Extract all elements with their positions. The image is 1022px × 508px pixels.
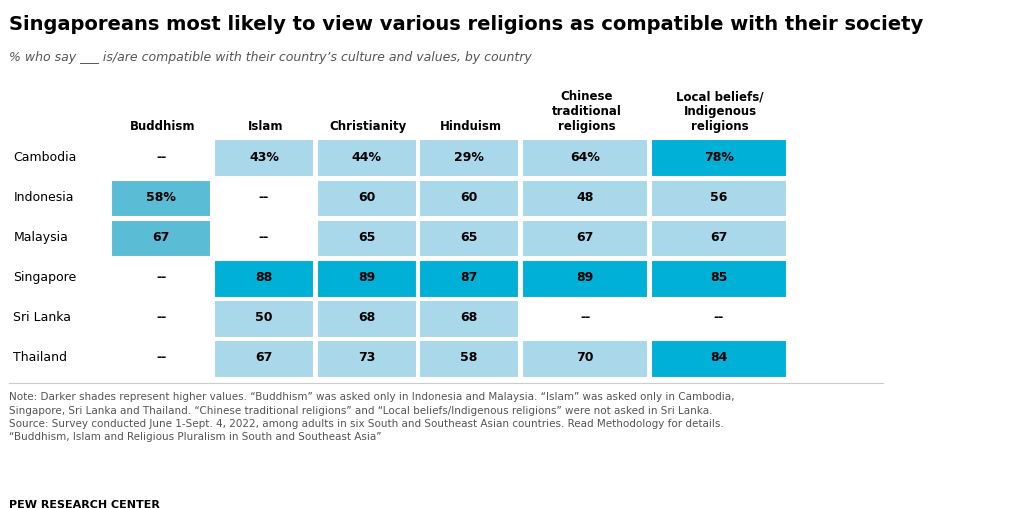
Text: Islam: Islam — [247, 120, 283, 133]
Text: 58: 58 — [461, 351, 478, 364]
Text: 67: 67 — [256, 351, 273, 364]
Bar — [111, 300, 212, 338]
Text: 70: 70 — [576, 351, 594, 364]
Text: 58%: 58% — [146, 190, 177, 204]
Bar — [651, 140, 787, 177]
Bar — [317, 260, 417, 298]
Text: Sri Lanka: Sri Lanka — [13, 311, 72, 324]
Text: 78%: 78% — [704, 150, 734, 164]
Text: 64%: 64% — [570, 150, 600, 164]
Bar — [419, 180, 519, 217]
Bar — [111, 140, 212, 177]
Text: --: -- — [579, 311, 590, 324]
Text: Singapore: Singapore — [13, 271, 77, 284]
Bar — [419, 340, 519, 378]
Text: Hinduism: Hinduism — [439, 120, 502, 133]
Bar — [522, 260, 648, 298]
Text: Thailand: Thailand — [13, 351, 67, 364]
Text: 67: 67 — [152, 231, 170, 244]
Bar — [651, 260, 787, 298]
Text: --: -- — [156, 271, 167, 284]
Bar — [111, 260, 212, 298]
Text: 87: 87 — [461, 271, 478, 284]
Text: Singaporeans most likely to view various religions as compatible with their soci: Singaporeans most likely to view various… — [9, 15, 923, 34]
Text: 56: 56 — [710, 190, 728, 204]
Bar — [214, 140, 314, 177]
Text: 65: 65 — [358, 231, 375, 244]
Text: --: -- — [713, 311, 724, 324]
Bar — [214, 300, 314, 338]
Text: % who say ___ is/are compatible with their country’s culture and values, by coun: % who say ___ is/are compatible with the… — [9, 51, 531, 65]
Text: 68: 68 — [358, 311, 375, 324]
Bar — [317, 140, 417, 177]
Text: Malaysia: Malaysia — [13, 231, 68, 244]
Text: 65: 65 — [461, 231, 478, 244]
Text: 44%: 44% — [352, 150, 381, 164]
Text: 84: 84 — [710, 351, 728, 364]
Bar — [214, 220, 314, 258]
Bar — [111, 340, 212, 378]
Bar — [419, 260, 519, 298]
Bar — [419, 300, 519, 338]
Bar — [651, 300, 787, 338]
Text: 68: 68 — [461, 311, 477, 324]
Bar — [522, 180, 648, 217]
Bar — [522, 140, 648, 177]
Bar — [522, 220, 648, 258]
Text: Buddhism: Buddhism — [130, 120, 195, 133]
Text: Chinese
traditional
religions: Chinese traditional religions — [552, 90, 621, 133]
Text: Christianity: Christianity — [329, 120, 407, 133]
Text: --: -- — [156, 311, 167, 324]
Bar — [317, 180, 417, 217]
Text: --: -- — [156, 351, 167, 364]
Bar — [111, 220, 212, 258]
Bar — [317, 340, 417, 378]
Text: 67: 67 — [710, 231, 728, 244]
Bar — [522, 300, 648, 338]
Text: PEW RESEARCH CENTER: PEW RESEARCH CENTER — [9, 500, 159, 508]
Text: Local beliefs/
Indigenous
religions: Local beliefs/ Indigenous religions — [677, 90, 763, 133]
Bar — [214, 340, 314, 378]
Bar — [317, 220, 417, 258]
Bar — [419, 140, 519, 177]
Bar — [522, 340, 648, 378]
Text: 48: 48 — [576, 190, 594, 204]
Text: Cambodia: Cambodia — [13, 150, 77, 164]
Text: 60: 60 — [358, 190, 375, 204]
Text: 89: 89 — [358, 271, 375, 284]
Text: 29%: 29% — [454, 150, 484, 164]
Text: 60: 60 — [461, 190, 478, 204]
Text: --: -- — [259, 190, 269, 204]
Text: 43%: 43% — [249, 150, 279, 164]
Bar — [651, 180, 787, 217]
Bar — [651, 220, 787, 258]
Bar — [214, 260, 314, 298]
Text: Indonesia: Indonesia — [13, 190, 74, 204]
Text: 67: 67 — [576, 231, 594, 244]
Text: --: -- — [156, 150, 167, 164]
Bar — [111, 180, 212, 217]
Text: 73: 73 — [358, 351, 375, 364]
Bar — [317, 300, 417, 338]
Text: Note: Darker shades represent higher values. “Buddhism” was asked only in Indone: Note: Darker shades represent higher val… — [9, 393, 735, 442]
Text: 50: 50 — [256, 311, 273, 324]
Text: 89: 89 — [576, 271, 594, 284]
Bar — [214, 180, 314, 217]
Text: 88: 88 — [256, 271, 273, 284]
Text: --: -- — [259, 231, 269, 244]
Bar — [651, 340, 787, 378]
Text: 85: 85 — [710, 271, 728, 284]
Bar — [419, 220, 519, 258]
